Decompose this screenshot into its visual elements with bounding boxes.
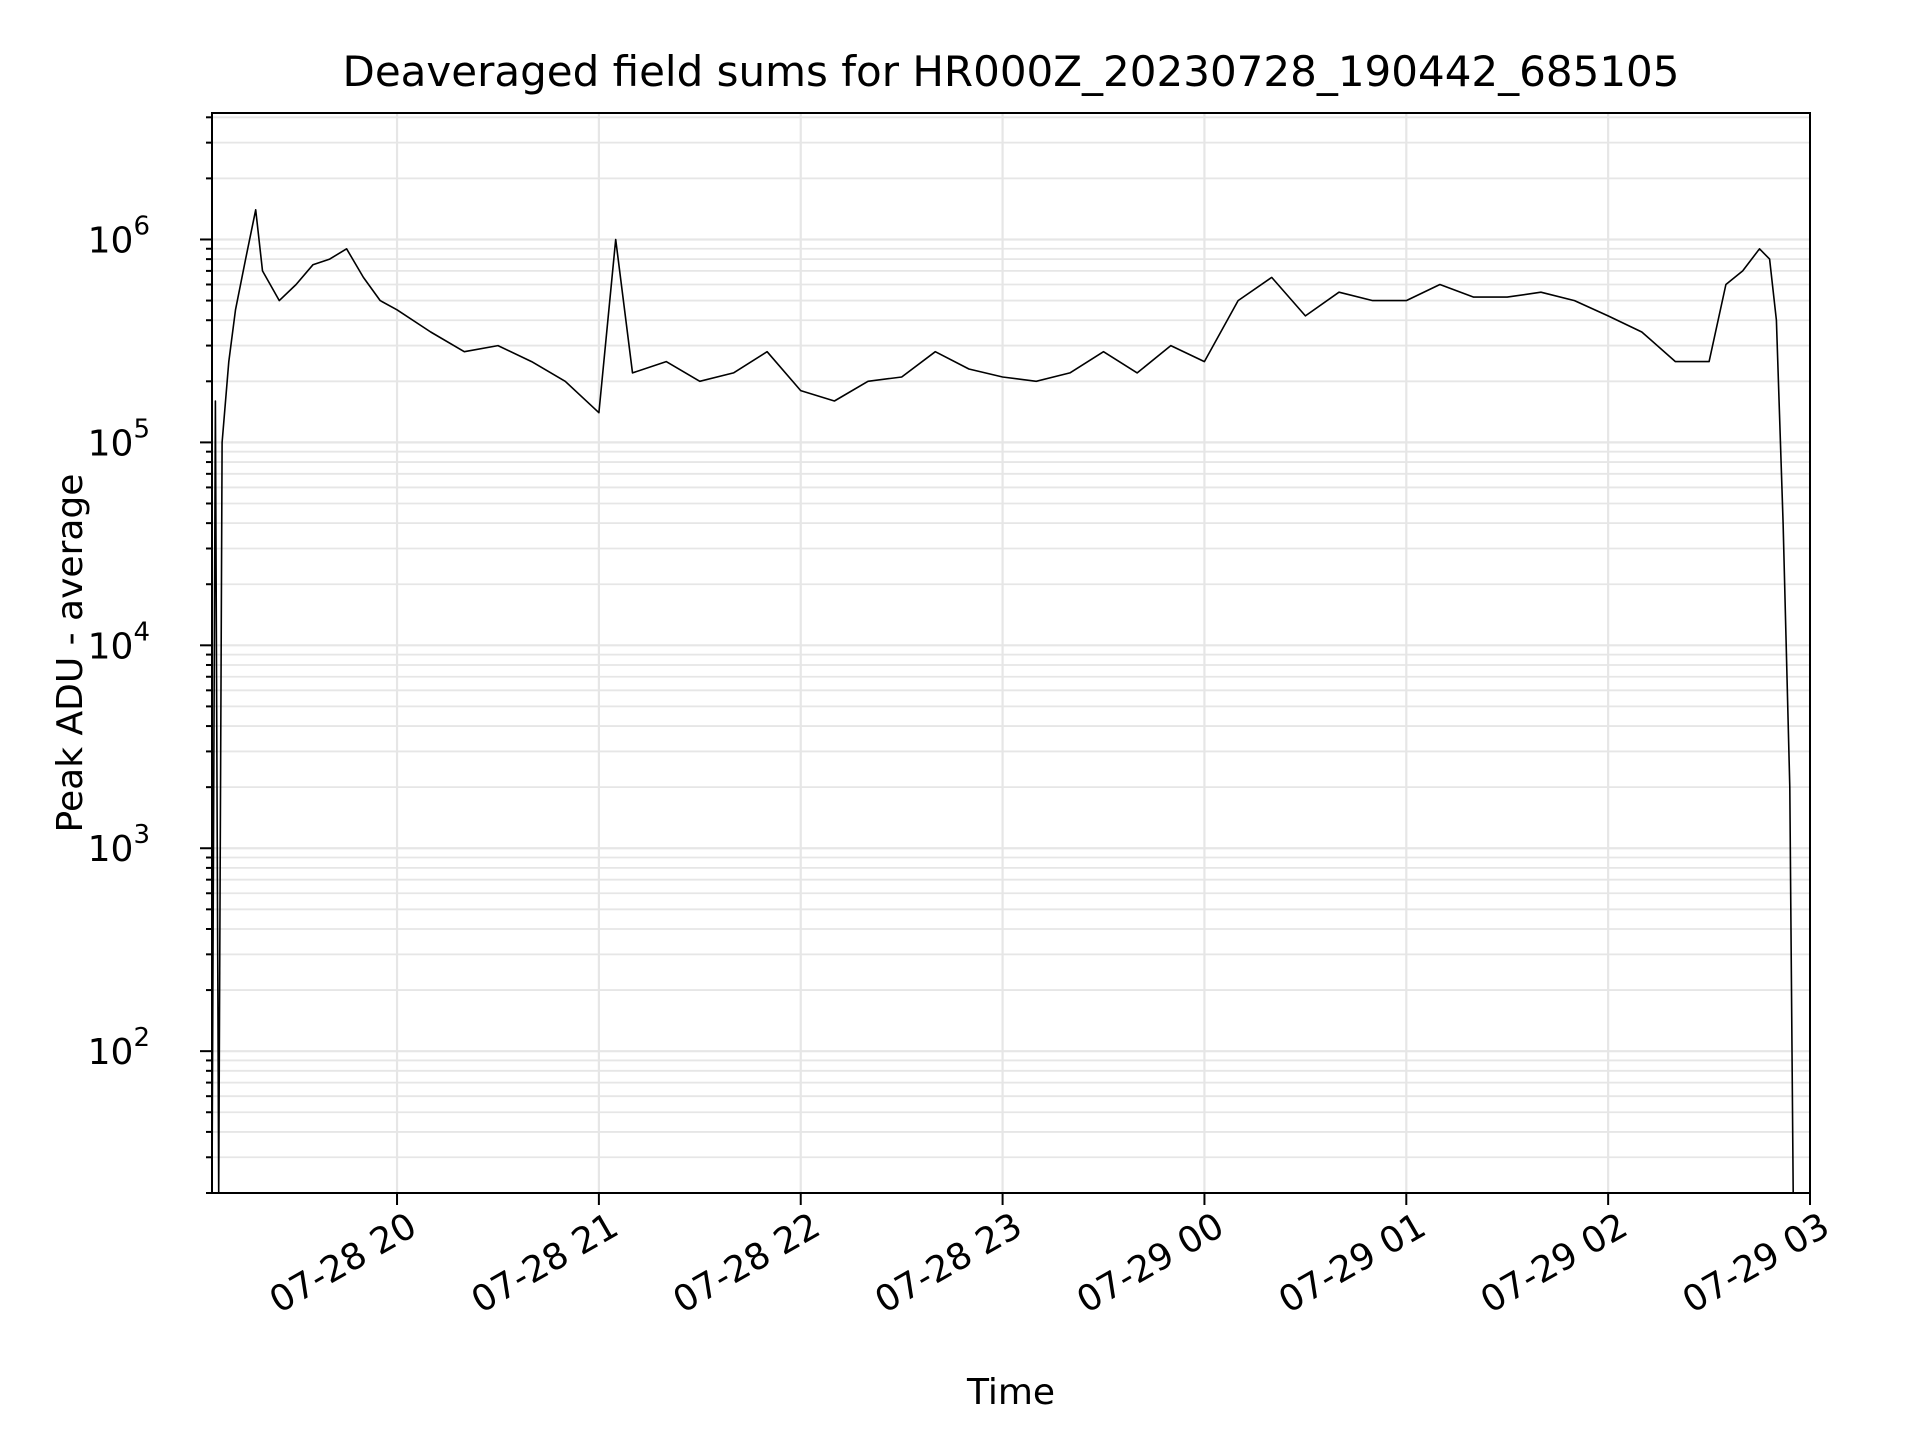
chart-title: Deaveraged field sums for HR000Z_2023072… — [343, 47, 1680, 96]
y-tick-label: 104 — [88, 617, 150, 667]
y-tick-exponent: 5 — [133, 414, 150, 444]
y-tick-label: 103 — [88, 820, 150, 870]
y-tick-exponent: 2 — [133, 1023, 150, 1053]
y-tick-base: 10 — [88, 626, 134, 667]
plot-frame — [211, 112, 1811, 1194]
y-tick-label: 106 — [88, 211, 150, 261]
y-axis-label: Peak ADU - average — [50, 474, 91, 833]
y-tick-exponent: 4 — [133, 617, 150, 647]
y-tick-base: 10 — [88, 220, 134, 261]
y-tick-exponent: 3 — [133, 820, 150, 850]
y-tick-base: 10 — [88, 829, 134, 870]
grid-layer — [212, 113, 1810, 1194]
series-layer — [211, 209, 1794, 1194]
x-axis-label: Time — [966, 1372, 1055, 1413]
y-tick-label: 105 — [88, 414, 150, 464]
y-tick-base: 10 — [88, 423, 134, 464]
y-tick-base: 10 — [88, 1032, 134, 1073]
y-tick-exponent: 6 — [133, 211, 150, 241]
series-line — [211, 209, 1794, 1194]
y-tick-label: 102 — [88, 1023, 150, 1073]
